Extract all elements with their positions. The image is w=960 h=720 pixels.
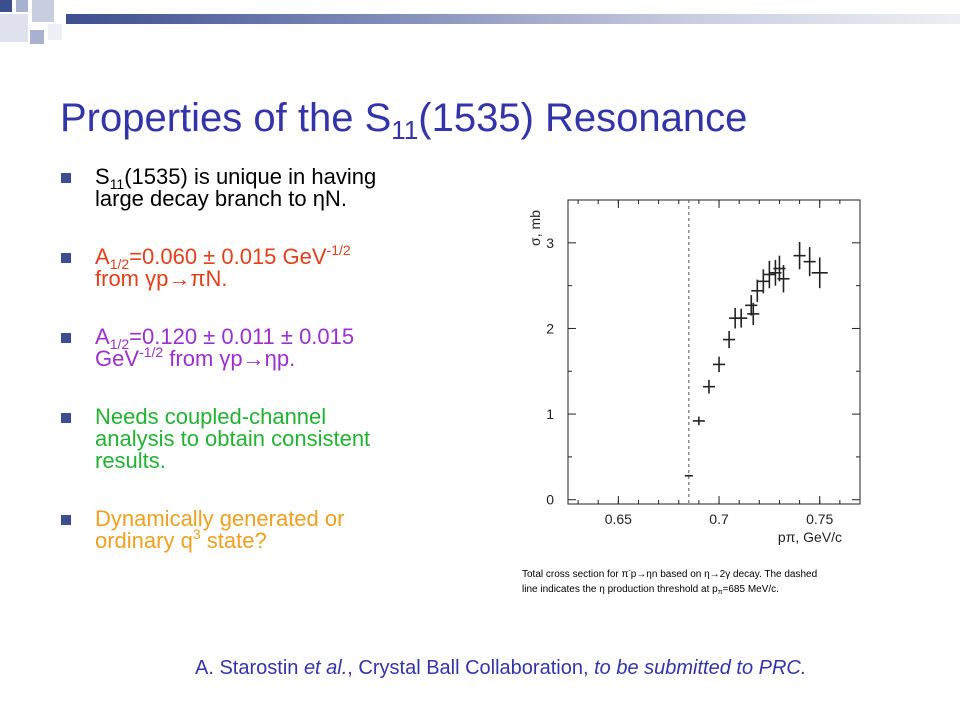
data-point xyxy=(684,474,693,477)
y-axis-label: σ, mb xyxy=(527,210,543,246)
x-axis-label: pπ, GeV/c xyxy=(778,529,842,545)
data-point xyxy=(803,247,816,277)
header-square-4 xyxy=(32,0,54,22)
bullet-unique-branch: S11(1535) is unique in having large deca… xyxy=(60,166,480,210)
bullet-marker xyxy=(61,333,71,343)
data-point xyxy=(712,356,726,373)
header-square-6 xyxy=(48,24,62,40)
data-point xyxy=(745,295,758,316)
bullet-marker xyxy=(61,515,71,525)
data-point xyxy=(723,331,736,349)
bullet-marker xyxy=(61,253,71,263)
data-point xyxy=(702,379,716,394)
data-point xyxy=(811,257,828,289)
bullet-marker xyxy=(61,413,71,423)
x-tick-label: 0.75 xyxy=(806,511,833,527)
y-tick-label: 0 xyxy=(546,492,554,508)
data-point xyxy=(747,302,760,326)
data-point xyxy=(757,269,770,294)
bullet-marker xyxy=(61,173,71,183)
data-point xyxy=(751,279,764,302)
y-tick-label: 2 xyxy=(546,320,554,336)
plot-frame xyxy=(567,199,861,505)
header-square-3 xyxy=(0,14,28,42)
bullet-dynamically-generated: Dynamically generated or ordinary q3 sta… xyxy=(60,508,480,552)
slide-title: Properties of the S11(1535) Resonance xyxy=(60,96,748,145)
header-bar xyxy=(66,14,960,24)
data-point xyxy=(793,241,806,270)
bullet-coupled-channel: Needs coupled-channel analysis to obtain… xyxy=(60,406,480,472)
cross-section-chart: 0 1 2 3 0.65 0.7 0.75 σ, mb pπ, GeV/c xyxy=(527,199,861,545)
header-square-2 xyxy=(16,0,28,12)
y-tick-label: 1 xyxy=(546,406,554,422)
header-square-5 xyxy=(30,30,44,44)
x-tick-label: 0.7 xyxy=(709,511,729,527)
x-tick-label: 0.65 xyxy=(605,511,632,527)
bullet-amplitude-pin: A1/2=0.060 ± 0.015 GeV-1/2 from γp→πN. xyxy=(60,243,480,290)
bullet-list: S11(1535) is unique in having large deca… xyxy=(60,166,480,552)
chart-caption: Total cross section for π-p→ηn based on … xyxy=(522,568,818,596)
y-tick-label: 3 xyxy=(546,235,554,251)
citation: A. Starostin et al., Crystal Ball Collab… xyxy=(195,657,807,679)
data-point xyxy=(692,416,705,426)
bullet-amplitude-etap: A1/2=0.120 ± 0.011 ± 0.015 GeV-1/2 from … xyxy=(60,326,480,370)
data-point xyxy=(735,308,748,328)
data-point xyxy=(777,265,790,293)
data-point xyxy=(763,260,776,289)
header-square-1 xyxy=(0,0,12,12)
